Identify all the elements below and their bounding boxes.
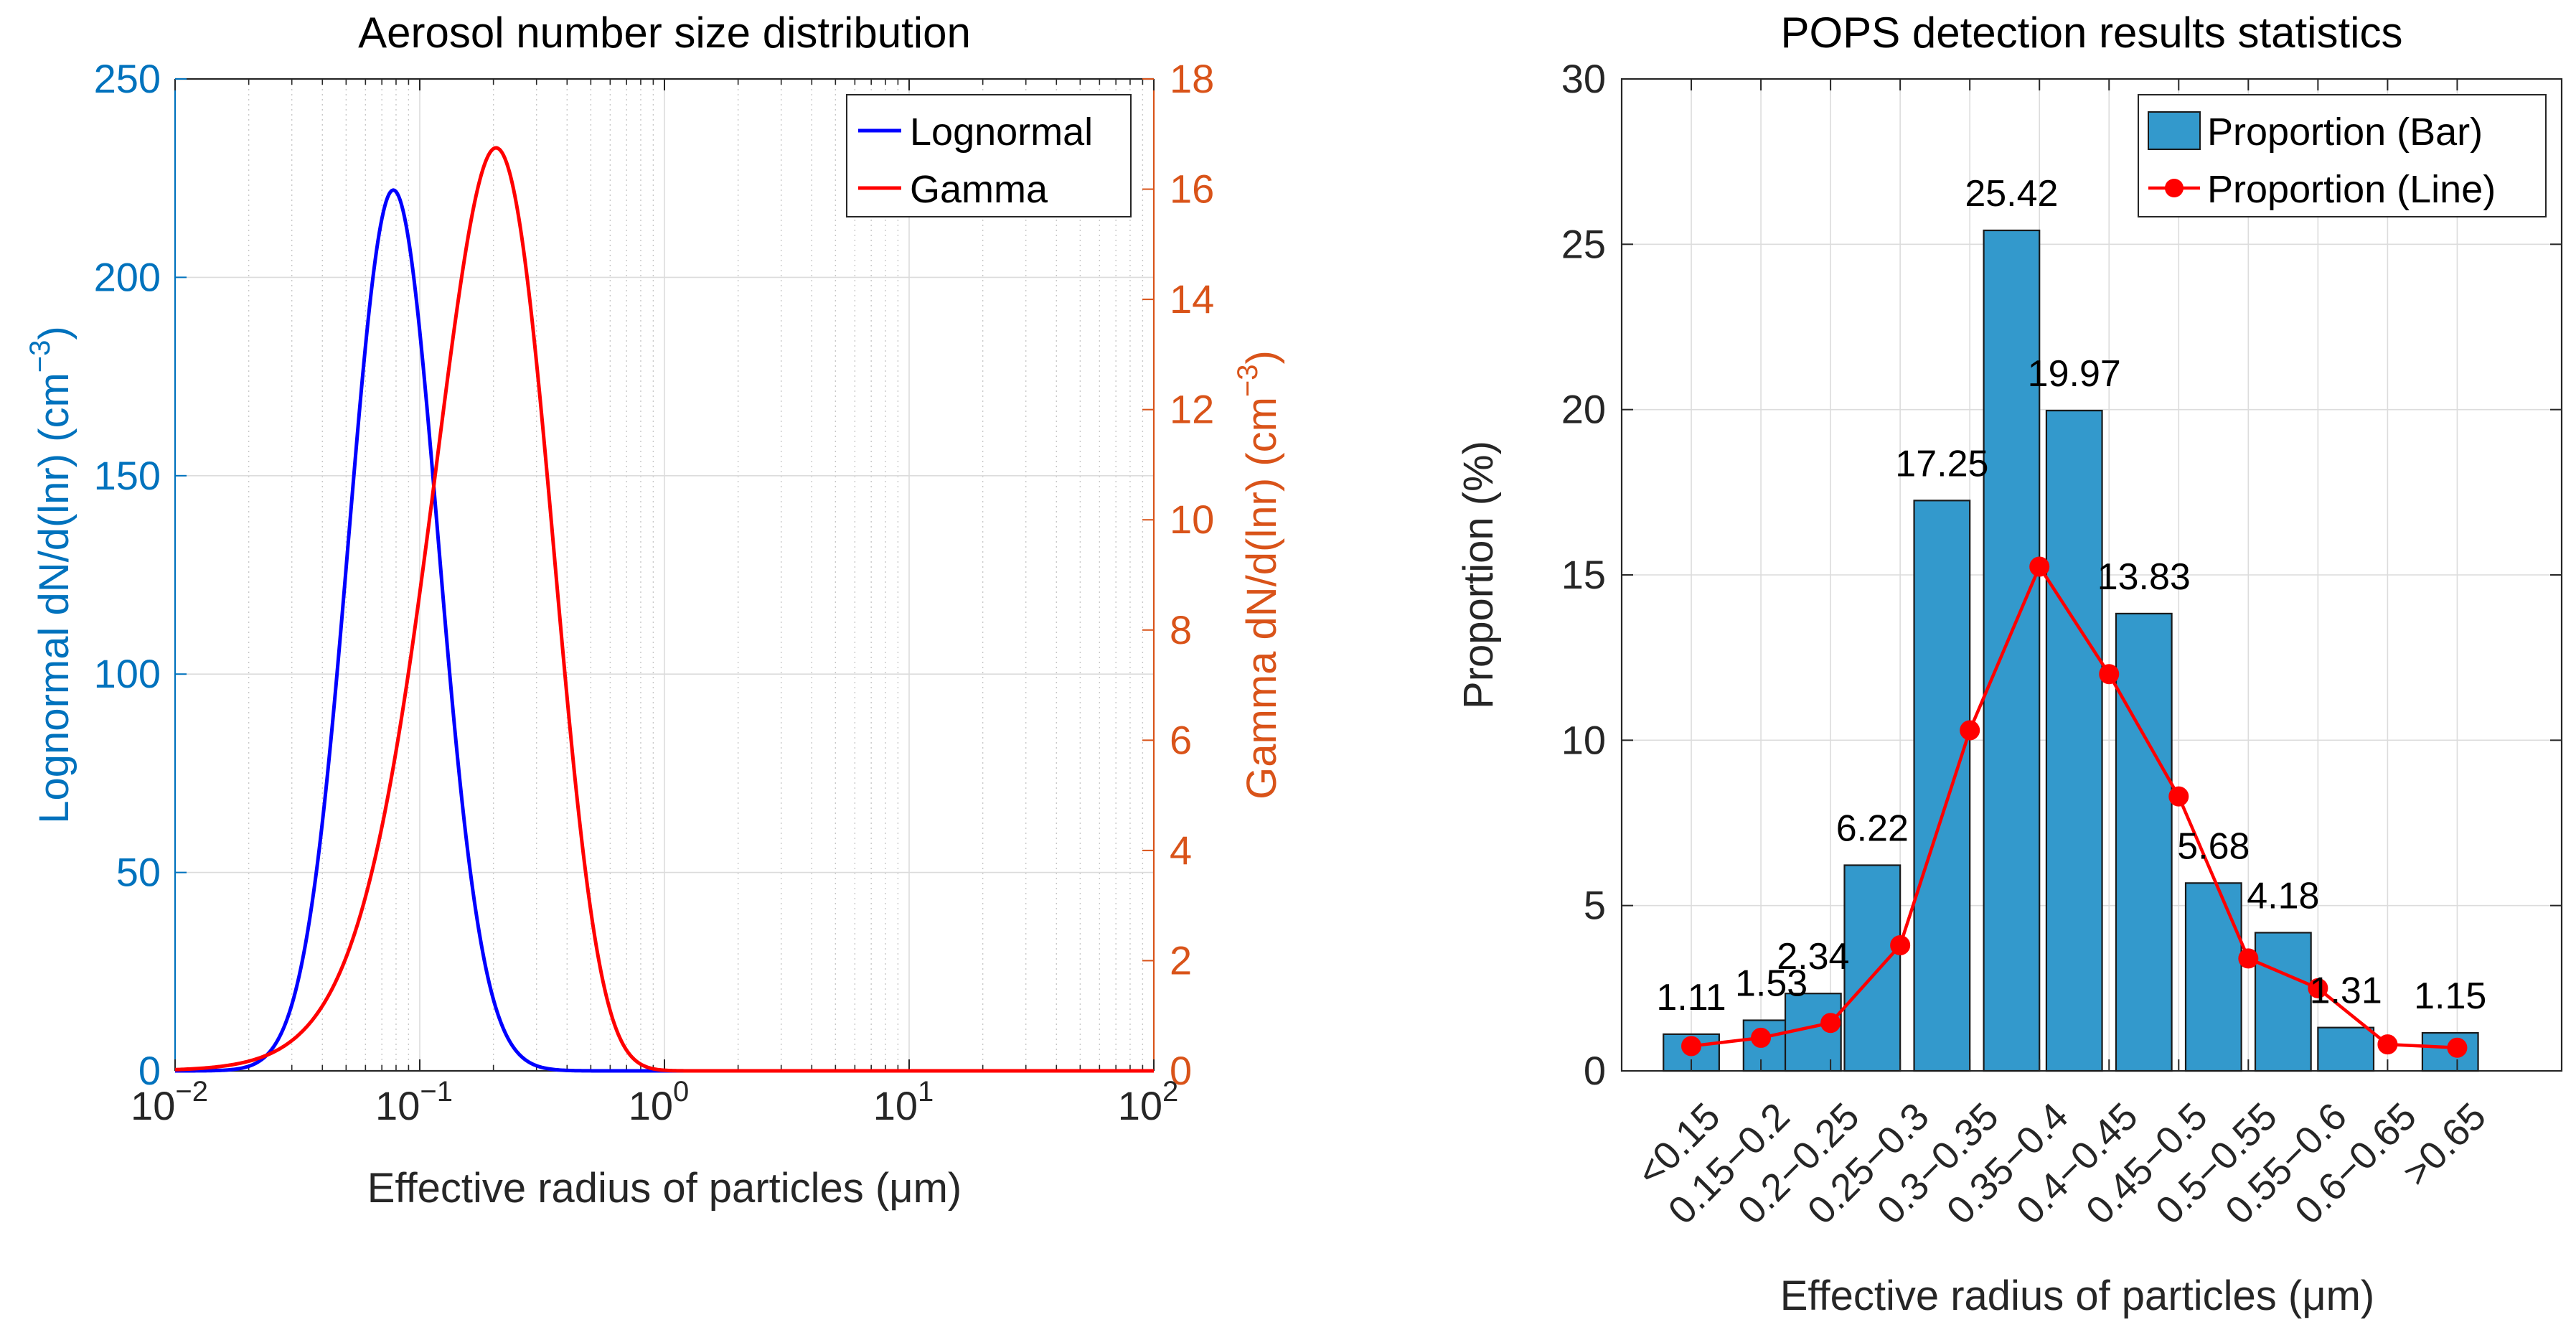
right-y-tick-label: 14 (1170, 276, 1214, 322)
y-tick-label: 20 (1561, 387, 1606, 432)
bar (1983, 229, 2041, 1072)
x-tick-label-base: 10 (629, 1083, 673, 1128)
left-y-tick-label: 150 (94, 453, 161, 498)
left-y-tick-label: 250 (94, 56, 161, 101)
data-label: 1.11 (1656, 977, 1726, 1018)
bar (2045, 409, 2103, 1072)
data-label: 5.68 (2177, 825, 2250, 867)
right-y-axis-label: Gamma dN/d(lnr) (cm−3) (1232, 350, 1285, 800)
x-tick-label-exponent: −1 (420, 1076, 453, 1107)
bar (1913, 500, 1971, 1072)
data-label: 6.22 (1836, 807, 1909, 849)
x-tick-label-base: 10 (873, 1083, 918, 1128)
x-tick-label: 10−1 (375, 1076, 453, 1128)
right-y-tick-label: 10 (1170, 497, 1214, 542)
left-y-tick-label: 50 (116, 850, 161, 895)
left-y-axis-label-exponent: −3 (24, 340, 56, 373)
x-tick-label-exponent: 1 (918, 1076, 934, 1107)
x-tick-label: 102 (1118, 1076, 1179, 1128)
right-y-tick-label: 6 (1170, 717, 1192, 762)
right-y-tick-label: 4 (1170, 828, 1192, 873)
right-y-tick-label: 18 (1170, 56, 1214, 101)
bar (2254, 932, 2312, 1072)
legend-label: Proportion (Line) (2207, 168, 2496, 211)
y-tick-label: 5 (1584, 883, 1606, 928)
bar (2317, 1026, 2375, 1072)
line-marker (2308, 978, 2328, 998)
y-axis-label: Proportion (%) (1455, 441, 1502, 709)
bar (2184, 882, 2242, 1072)
line-marker (1681, 1036, 1702, 1057)
x-tick-label: 100 (629, 1076, 690, 1128)
left-y-axis-label: Lognormal dN/d(lnr) (cm−3) (24, 326, 77, 823)
chart-size-distribution: 10−2 10−1 100 101 10205010015020025002468101… (24, 9, 1285, 1212)
proportion-line (1691, 565, 2458, 1049)
line-marker (2029, 556, 2050, 577)
right-y-tick-label: 16 (1170, 167, 1214, 212)
left-y-axis-label-close: ) (31, 326, 77, 339)
legend-box (846, 94, 1132, 217)
y-tick-label: 15 (1561, 552, 1606, 597)
legend-box (2138, 94, 2547, 217)
line-marker (2168, 786, 2189, 807)
chart-title: POPS detection results statistics (1780, 9, 2402, 57)
data-label: 13.83 (2097, 556, 2191, 598)
left-y-tick-label: 200 (94, 254, 161, 299)
y-tick-label: 10 (1561, 717, 1606, 762)
right-y-axis-label-close: ) (1238, 350, 1285, 364)
data-label: 1.15 (2414, 975, 2486, 1017)
left-y-tick-label: 0 (138, 1048, 161, 1093)
line-marker (2238, 948, 2259, 969)
x-tick-label-exponent: 0 (673, 1076, 689, 1107)
data-label: 1.31 (2310, 970, 2382, 1012)
x-tick-label: 101 (873, 1076, 934, 1128)
x-tick-label: 10−2 (131, 1076, 208, 1128)
chart-title: Aerosol number size distribution (358, 9, 971, 57)
x-tick-label-base: 10 (375, 1083, 420, 1128)
data-label: 25.42 (1965, 173, 2058, 215)
left-y-tick-label: 100 (94, 651, 161, 696)
legend-label: Gamma (910, 168, 1048, 211)
right-y-tick-label: 0 (1170, 1048, 1192, 1093)
legend-label: Lognormal (910, 111, 1093, 154)
x-tick-label-base: 10 (131, 1083, 175, 1128)
bar (2115, 612, 2173, 1072)
right-y-tick-label: 2 (1170, 937, 1192, 983)
x-tick-label-base: 10 (1118, 1083, 1162, 1128)
right-y-axis-label-exponent: −3 (1232, 365, 1264, 398)
legend-marker-swatch (2165, 179, 2184, 197)
left-y-axis-label-text: Lognormal dN/d(lnr) (cm (31, 373, 77, 824)
line-marker (2099, 664, 2120, 685)
y-tick-label: 25 (1561, 221, 1606, 266)
x-axis-label: Effective radius of particles (μm) (1780, 1273, 2375, 1319)
y-tick-label: 30 (1561, 56, 1606, 101)
right-y-tick-label: 12 (1170, 387, 1214, 432)
y-tick-label: 0 (1584, 1048, 1606, 1093)
line-marker (2447, 1037, 2468, 1058)
data-label: 2.34 (1777, 936, 1849, 978)
line-marker (1960, 720, 1980, 741)
line-marker (1890, 934, 1911, 955)
x-tick-label-exponent: −2 (175, 1076, 208, 1107)
x-axis-label: Effective radius of particles (μm) (367, 1165, 962, 1212)
line-marker (2377, 1034, 2398, 1055)
data-label: 1.53 (1735, 963, 1808, 1005)
bar (1843, 864, 1902, 1072)
data-label: 19.97 (2028, 353, 2121, 395)
right-y-axis-label-text: Gamma dN/d(lnr) (cm (1238, 397, 1285, 800)
data-label: 17.25 (1895, 443, 1988, 484)
right-y-tick-label: 8 (1170, 607, 1192, 652)
data-label: 4.18 (2247, 875, 2319, 917)
line-marker (1751, 1027, 1772, 1048)
x-tick-label-exponent: 2 (1162, 1076, 1178, 1107)
chart-pops-statistics: 051015202530<0.150.15−0.20.2−0.250.25−0.… (1455, 9, 2563, 1319)
line-marker (1820, 1013, 1841, 1034)
legend-label: Proportion (Bar) (2207, 111, 2483, 154)
legend-bar-swatch (2148, 111, 2201, 150)
series-line-gamma (174, 146, 1155, 1073)
